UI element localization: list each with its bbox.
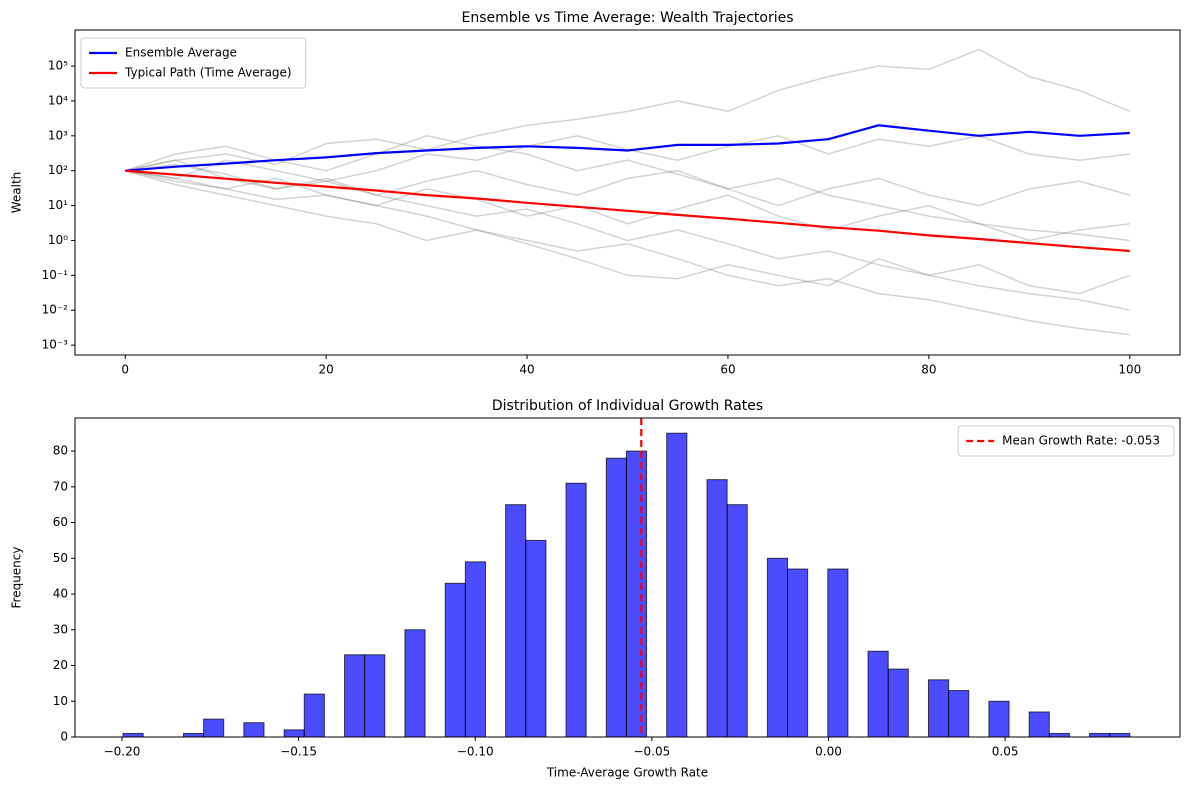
y-tick-label: 80 xyxy=(53,444,68,458)
y-tick-label: 10² xyxy=(48,163,68,177)
bar xyxy=(303,693,325,737)
bar xyxy=(565,482,587,737)
bar xyxy=(1109,732,1131,737)
y-axis-label: Wealth xyxy=(10,172,24,214)
trajectory xyxy=(125,163,1130,311)
legend-label: Ensemble Average xyxy=(125,46,237,60)
bar xyxy=(827,568,849,737)
bar xyxy=(988,700,1010,737)
legend: Ensemble Average Typical Path (Time Avera… xyxy=(80,37,307,89)
y-tick-label: 10⁵ xyxy=(48,59,68,73)
bar xyxy=(787,568,809,737)
bar xyxy=(364,654,386,737)
bar xyxy=(344,654,366,737)
trajectory xyxy=(124,135,1130,242)
bar xyxy=(1028,711,1050,737)
y-tick-label: 10⁰ xyxy=(48,233,68,247)
bar xyxy=(404,629,426,737)
x-tick-label: −0.20 xyxy=(104,745,141,759)
y-tick-label: 10³ xyxy=(48,128,68,142)
bar xyxy=(726,504,748,737)
y-tick-label: 50 xyxy=(53,551,68,565)
plot-area xyxy=(122,418,1131,737)
bar xyxy=(1048,732,1070,737)
x-tick-label: 0.05 xyxy=(992,745,1019,759)
bar xyxy=(625,450,648,737)
y-tick-label: 0 xyxy=(60,730,68,744)
bar xyxy=(948,690,970,737)
bar xyxy=(444,582,466,737)
bar xyxy=(706,479,728,737)
bar xyxy=(927,679,950,737)
x-tick-label: 40 xyxy=(519,363,534,377)
y-tick-label: 10⁻³ xyxy=(42,338,69,352)
legend-label: Typical Path (Time Average) xyxy=(124,66,292,80)
bar xyxy=(122,732,144,737)
bar xyxy=(887,668,909,737)
x-axis-label: Time-Average Growth Rate xyxy=(546,766,708,780)
y-tick-label: 10 xyxy=(53,694,68,708)
bar xyxy=(505,504,527,737)
y-tick-label: 10⁻¹ xyxy=(42,268,69,282)
y-tick-label: 10¹ xyxy=(48,198,68,212)
trajectory xyxy=(125,159,1130,207)
x-tick-label: 60 xyxy=(720,363,735,377)
legend-box xyxy=(957,425,1175,457)
bar xyxy=(867,650,889,737)
trajectory xyxy=(125,48,1131,172)
x-tick-label: 100 xyxy=(1118,363,1141,377)
axes-frame xyxy=(74,29,1181,356)
x-tick-label: 20 xyxy=(318,363,333,377)
bar xyxy=(1089,732,1111,737)
bar xyxy=(605,457,627,737)
series-line xyxy=(125,124,1130,172)
bar xyxy=(283,729,305,737)
trajectory xyxy=(125,169,1130,336)
y-tick-label: 40 xyxy=(53,587,68,601)
bar xyxy=(766,557,789,737)
bar xyxy=(525,539,547,737)
axes-frame xyxy=(74,417,1181,738)
bar xyxy=(666,432,688,737)
legend-label: Mean Growth Rate: -0.053 xyxy=(1002,434,1160,448)
x-tick-label: 80 xyxy=(921,363,936,377)
trajectory xyxy=(125,135,1130,182)
series-line xyxy=(125,169,1130,253)
legend: Mean Growth Rate: -0.053 xyxy=(957,425,1175,457)
chart-title: Distribution of Individual Growth Rates xyxy=(492,398,763,414)
chart-title: Ensemble vs Time Average: Wealth Traject… xyxy=(461,10,793,26)
y-tick-label: 70 xyxy=(53,479,68,493)
bar xyxy=(243,722,265,737)
x-tick-label: −0.10 xyxy=(457,745,494,759)
y-tick-label: 20 xyxy=(53,658,68,672)
y-axis-label: Frequency xyxy=(10,547,24,609)
y-tick-label: 60 xyxy=(53,515,68,529)
bar xyxy=(182,732,205,737)
legend-box xyxy=(80,37,307,89)
plot-area xyxy=(124,48,1131,336)
y-tick-label: 10⁻² xyxy=(42,303,69,317)
x-tick-label: 0 xyxy=(121,363,129,377)
trajectory xyxy=(125,169,1131,295)
x-tick-label: 0.00 xyxy=(815,745,842,759)
y-tick-label: 30 xyxy=(53,622,68,636)
y-tick-label: 10⁴ xyxy=(48,93,68,107)
x-tick-label: −0.05 xyxy=(633,745,670,759)
bar xyxy=(464,561,486,737)
bar xyxy=(203,718,225,737)
x-tick-label: −0.15 xyxy=(280,745,317,759)
